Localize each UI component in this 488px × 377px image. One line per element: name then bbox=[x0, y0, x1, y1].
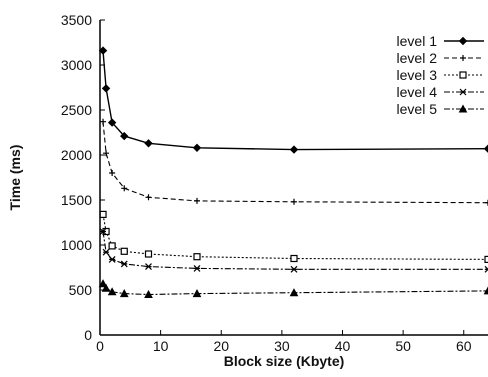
y-tick-label: 1500 bbox=[61, 192, 92, 208]
data-point bbox=[194, 197, 200, 204]
legend-marker bbox=[459, 71, 467, 79]
y-axis-title: Time (ms) bbox=[7, 145, 23, 211]
x-axis-ticks: 0 10 20 30 40 50 60 bbox=[96, 330, 472, 354]
data-point bbox=[193, 264, 201, 272]
legend-label: level 3 bbox=[397, 67, 438, 83]
data-point bbox=[101, 283, 111, 292]
x-tick-label: 10 bbox=[153, 338, 169, 354]
y-axis-ticks: 0 500 1000 1500 2000 2500 3000 3500 bbox=[61, 12, 105, 343]
legend-label: level 1 bbox=[397, 33, 438, 49]
legend-label: level 5 bbox=[397, 101, 438, 117]
y-tick-label: 2500 bbox=[61, 102, 92, 118]
data-point bbox=[484, 255, 488, 263]
series-line bbox=[102, 231, 488, 270]
data-point bbox=[145, 263, 152, 271]
y-tick-label: 3500 bbox=[61, 12, 92, 28]
legend-marker bbox=[458, 36, 468, 46]
x-tick-label: 0 bbox=[96, 338, 104, 354]
data-point bbox=[120, 247, 128, 255]
data-point bbox=[289, 288, 299, 297]
y-tick-label: 500 bbox=[69, 282, 93, 298]
data-point bbox=[144, 139, 153, 148]
legend-label: level 4 bbox=[397, 84, 438, 100]
series-4 bbox=[99, 228, 488, 273]
x-tick-label: 50 bbox=[395, 338, 411, 354]
data-point bbox=[483, 286, 488, 295]
data-point bbox=[485, 199, 488, 206]
data-point bbox=[144, 250, 153, 258]
data-point bbox=[120, 131, 129, 141]
data-point bbox=[291, 198, 297, 205]
data-point bbox=[290, 265, 298, 273]
data-point bbox=[192, 143, 202, 153]
series-2 bbox=[100, 118, 488, 206]
x-axis-title: Block size (Kbyte) bbox=[224, 353, 345, 369]
data-point bbox=[98, 279, 108, 288]
data-point bbox=[289, 145, 299, 154]
data-point bbox=[290, 254, 298, 263]
data-point bbox=[121, 185, 128, 192]
data-point bbox=[193, 253, 201, 261]
data-point bbox=[99, 210, 107, 218]
y-tick-label: 1000 bbox=[61, 237, 92, 253]
data-point bbox=[102, 248, 110, 256]
series-line bbox=[102, 283, 488, 296]
data-point bbox=[484, 265, 488, 273]
data-point bbox=[101, 84, 111, 93]
x-tick-label: 40 bbox=[335, 338, 351, 354]
data-point bbox=[108, 255, 116, 263]
legend-marker bbox=[458, 104, 468, 113]
series-line bbox=[102, 121, 488, 204]
data-point bbox=[145, 194, 152, 201]
series-group bbox=[98, 46, 488, 298]
data-point bbox=[100, 118, 107, 125]
data-point bbox=[109, 170, 116, 176]
data-point bbox=[103, 150, 110, 157]
legend-marker bbox=[460, 55, 466, 61]
legend-label: level 2 bbox=[397, 50, 438, 66]
series-line bbox=[102, 50, 488, 151]
data-point bbox=[99, 228, 107, 235]
series-1 bbox=[98, 46, 488, 154]
data-point bbox=[144, 289, 153, 298]
data-point bbox=[192, 289, 202, 298]
data-point bbox=[119, 289, 129, 298]
legend-marker bbox=[459, 88, 467, 96]
data-point bbox=[483, 144, 488, 153]
data-point bbox=[107, 118, 117, 127]
series-5 bbox=[98, 279, 488, 298]
data-point bbox=[120, 260, 128, 268]
y-tick-label: 0 bbox=[84, 327, 92, 343]
x-tick-label: 60 bbox=[456, 338, 472, 354]
y-tick-label: 2000 bbox=[61, 147, 92, 163]
data-point bbox=[107, 287, 117, 296]
series-line bbox=[102, 214, 488, 260]
x-tick-label: 30 bbox=[274, 338, 290, 354]
series-3 bbox=[99, 210, 488, 263]
x-tick-label: 20 bbox=[213, 338, 229, 354]
data-point bbox=[108, 242, 116, 250]
y-tick-label: 3000 bbox=[61, 57, 92, 73]
